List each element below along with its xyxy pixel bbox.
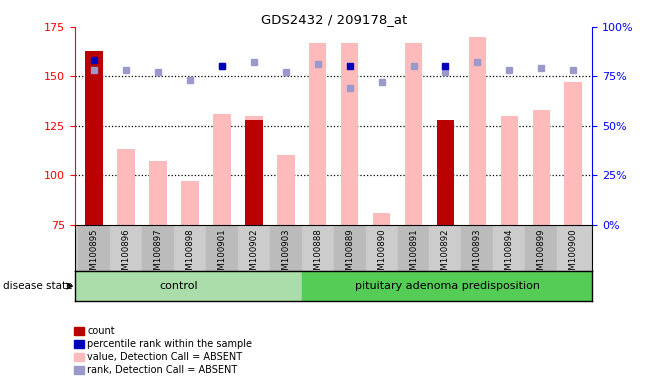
Text: disease state: disease state: [3, 281, 73, 291]
Bar: [85, 51, 103, 225]
Text: GSM100892: GSM100892: [441, 228, 450, 281]
Bar: [277, 156, 294, 225]
Bar: [181, 181, 199, 225]
Bar: [75, 271, 301, 301]
Text: GSM100897: GSM100897: [154, 228, 163, 281]
Text: GSM100898: GSM100898: [186, 228, 195, 281]
Text: control: control: [159, 281, 198, 291]
Bar: [301, 271, 592, 301]
Bar: [238, 225, 270, 271]
Bar: [78, 225, 110, 271]
Bar: [213, 114, 230, 225]
Bar: [174, 225, 206, 271]
Bar: [469, 37, 486, 225]
Title: GDS2432 / 209178_at: GDS2432 / 209178_at: [260, 13, 407, 26]
Bar: [564, 82, 582, 225]
Bar: [117, 149, 135, 225]
Text: GSM100902: GSM100902: [249, 228, 258, 281]
Text: GSM100899: GSM100899: [537, 228, 546, 281]
Bar: [501, 116, 518, 225]
Bar: [245, 116, 262, 225]
Bar: [398, 225, 430, 271]
Bar: [142, 225, 174, 271]
Bar: [341, 43, 359, 225]
Text: GSM100894: GSM100894: [505, 228, 514, 281]
Text: GSM100895: GSM100895: [90, 228, 98, 281]
Text: GSM100903: GSM100903: [281, 228, 290, 281]
Text: GSM100891: GSM100891: [409, 228, 418, 281]
Bar: [557, 225, 589, 271]
Legend: count, percentile rank within the sample, value, Detection Call = ABSENT, rank, : count, percentile rank within the sample…: [70, 323, 256, 379]
Bar: [85, 51, 103, 225]
Bar: [493, 225, 525, 271]
Bar: [430, 225, 462, 271]
Bar: [462, 225, 493, 271]
Bar: [366, 225, 398, 271]
Bar: [110, 225, 142, 271]
Text: GSM100888: GSM100888: [313, 228, 322, 281]
Text: GSM100896: GSM100896: [122, 228, 130, 281]
Bar: [373, 213, 391, 225]
Bar: [309, 43, 326, 225]
Bar: [270, 225, 301, 271]
Bar: [245, 120, 262, 225]
Text: GSM100890: GSM100890: [377, 228, 386, 281]
Text: GSM100889: GSM100889: [345, 228, 354, 281]
Text: GSM100900: GSM100900: [569, 228, 577, 281]
Text: GSM100901: GSM100901: [217, 228, 227, 281]
Bar: [206, 225, 238, 271]
Bar: [301, 225, 333, 271]
Bar: [437, 120, 454, 225]
Bar: [405, 43, 422, 225]
Bar: [149, 161, 167, 225]
Bar: [533, 110, 550, 225]
Bar: [437, 120, 454, 225]
Bar: [525, 225, 557, 271]
Text: pituitary adenoma predisposition: pituitary adenoma predisposition: [355, 281, 540, 291]
Text: GSM100893: GSM100893: [473, 228, 482, 281]
Bar: [334, 225, 366, 271]
